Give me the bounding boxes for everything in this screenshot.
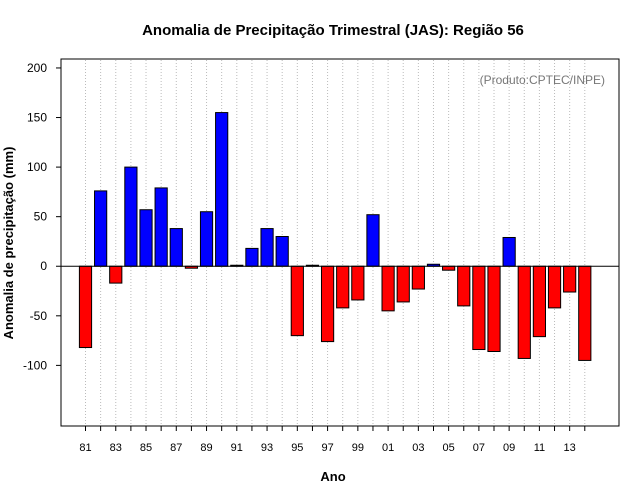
x-tick-label: 87	[170, 442, 182, 454]
bar-03	[411, 265, 425, 290]
chart-title: Anomalia de Precipitação Trimestral (JAS…	[142, 22, 524, 39]
bar-87	[169, 228, 183, 267]
bar-98	[336, 265, 350, 309]
bars	[78, 112, 592, 361]
bar-08	[487, 265, 501, 353]
y-tick-label: -50	[30, 309, 48, 323]
x-tick-label: 03	[412, 442, 424, 454]
bar-81	[78, 265, 93, 349]
bar-10	[517, 265, 531, 359]
bar-01	[381, 265, 395, 312]
bar-97	[320, 265, 335, 343]
x-tick-label: 93	[261, 442, 273, 454]
bar-14	[578, 265, 592, 361]
x-tick-label: 13	[564, 442, 576, 454]
bar-07	[472, 265, 486, 351]
bar-86	[154, 187, 168, 267]
bar-83	[109, 265, 123, 284]
grid-lines	[85, 60, 586, 425]
x-tick-label: 81	[79, 442, 91, 454]
y-tick-label: 100	[27, 160, 47, 174]
y-axis-label: Anomalia de precipitação (mm)	[1, 147, 16, 340]
bar-11	[532, 265, 546, 338]
y-tick-label: 50	[34, 210, 48, 224]
x-tick-label: 11	[534, 442, 545, 454]
plot-frame	[60, 58, 620, 427]
x-tick-label: 83	[110, 442, 122, 454]
bar-06	[457, 265, 471, 307]
bar-05	[442, 265, 456, 271]
bar-09	[502, 236, 516, 267]
bar-82	[94, 190, 108, 267]
y-tick-label: 0	[40, 259, 47, 273]
bar-89	[199, 211, 214, 267]
x-tick-label: 01	[382, 442, 394, 454]
y-tick-label: -100	[23, 358, 47, 372]
bar-94	[275, 236, 289, 267]
x-tick-label: 89	[200, 442, 212, 454]
bar-95	[290, 265, 304, 337]
y-axis: -100 -50 0 50 100 150 200	[23, 61, 61, 372]
x-tick-label: 85	[140, 442, 152, 454]
y-tick-label: 200	[27, 61, 47, 75]
bar-93	[260, 228, 274, 267]
x-tick-label: 07	[473, 442, 485, 454]
x-tick-label: 95	[291, 442, 303, 454]
bar-85	[139, 209, 153, 267]
bar-02	[396, 265, 410, 303]
bar-84	[124, 166, 138, 267]
credit-text: (Produto:CPTEC/INPE)	[480, 73, 605, 87]
bar-13	[563, 265, 577, 293]
x-tick-label: 05	[442, 442, 454, 454]
x-tick-label: 97	[321, 442, 333, 454]
bar-00	[366, 214, 380, 267]
bar-92	[245, 247, 259, 267]
bar-12	[547, 265, 562, 309]
bar-90	[215, 112, 229, 267]
x-tick-label: 09	[503, 442, 515, 454]
bar-99	[351, 265, 365, 301]
x-axis: 81 83 85 87 89 91 93 95 97 99 01 03 05 07 09 11 13	[79, 426, 586, 454]
x-tick-label: 91	[231, 442, 243, 454]
y-tick-label: 150	[27, 111, 47, 125]
x-tick-label: 99	[352, 442, 364, 454]
x-axis-label: Ano	[320, 469, 345, 484]
